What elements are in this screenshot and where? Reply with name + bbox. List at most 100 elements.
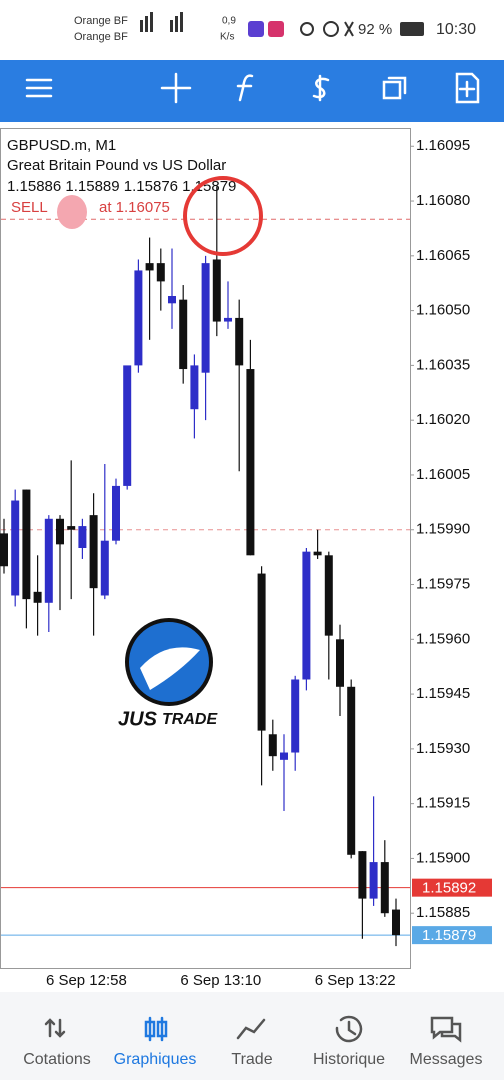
candle-body bbox=[392, 909, 400, 936]
candle-body bbox=[67, 526, 76, 530]
price-tag-label: 1.15892 bbox=[422, 880, 476, 897]
candle-body bbox=[22, 489, 31, 600]
plot bbox=[0, 145, 414, 947]
candle-body bbox=[78, 526, 87, 548]
y-tick-label: 1.16020 bbox=[416, 411, 470, 428]
nav-icon bbox=[236, 1018, 266, 1040]
y-tick-label: 1.15990 bbox=[416, 521, 470, 538]
order-side: SELL bbox=[11, 199, 48, 216]
watermark-text: JUS bbox=[118, 708, 158, 730]
candle-body bbox=[336, 639, 344, 687]
crosshair-button[interactable] bbox=[160, 72, 192, 104]
nav-label[interactable]: Messages bbox=[410, 1051, 483, 1068]
signal-icons bbox=[140, 12, 183, 32]
nav-icon bbox=[335, 1015, 363, 1043]
candle-body bbox=[56, 518, 64, 545]
candle-body bbox=[156, 263, 165, 282]
battery-text: 92 % bbox=[358, 21, 392, 38]
candle-body bbox=[324, 555, 333, 636]
redaction bbox=[57, 195, 87, 229]
candle-body bbox=[212, 259, 221, 322]
candle-body bbox=[280, 752, 288, 760]
candle-body bbox=[291, 679, 300, 753]
y-tick-label: 1.15945 bbox=[416, 685, 470, 702]
app-icon bbox=[268, 21, 284, 37]
nav-label[interactable]: Graphiques bbox=[114, 1051, 197, 1068]
y-tick-label: 1.15975 bbox=[416, 575, 470, 592]
y-tick-label: 1.16050 bbox=[416, 302, 470, 319]
x-tick-label: 6 Sep 12:58 bbox=[46, 972, 127, 989]
symbol-description: Great Britain Pound vs US Dollar bbox=[7, 157, 226, 174]
bottom-nav bbox=[0, 992, 504, 1080]
candle-body bbox=[224, 317, 232, 322]
y-tick-label: 1.15930 bbox=[416, 740, 470, 757]
y-tick-label: 1.16005 bbox=[416, 466, 470, 483]
carrier: Orange BF bbox=[74, 15, 128, 27]
windows-button[interactable] bbox=[382, 76, 407, 100]
candle-body bbox=[268, 734, 277, 757]
y-tick-label: 1.15900 bbox=[416, 849, 470, 866]
candle-body bbox=[33, 591, 42, 603]
price-tag-label: 1.15879 bbox=[422, 927, 476, 944]
app-icon bbox=[248, 21, 264, 37]
x-tick-label: 6 Sep 13:10 bbox=[180, 972, 261, 989]
candle-body bbox=[89, 515, 98, 589]
candle-body bbox=[11, 500, 20, 596]
toolbar bbox=[0, 60, 504, 122]
candle-body bbox=[44, 518, 53, 603]
candle-body bbox=[369, 862, 378, 899]
battery-icon bbox=[400, 22, 424, 36]
nav-icon bbox=[144, 1016, 168, 1042]
candle-body bbox=[134, 270, 143, 366]
y-tick-label: 1.15960 bbox=[416, 630, 470, 647]
price-tag bbox=[412, 878, 492, 897]
nav-label[interactable]: Historique bbox=[313, 1051, 385, 1068]
nav-icon bbox=[44, 1018, 66, 1038]
candle-body bbox=[201, 263, 210, 373]
nav-items: Cotations Graphiques Trade Historique Messag… bbox=[23, 1015, 483, 1068]
y-tick-label: 1.15915 bbox=[416, 795, 470, 812]
y-tick-label: 1.16095 bbox=[416, 137, 470, 154]
candle-body bbox=[168, 296, 176, 304]
candle-body bbox=[235, 317, 244, 366]
candle-body bbox=[302, 551, 311, 680]
price-tag bbox=[412, 926, 492, 945]
y-tick-label: 1.16065 bbox=[416, 247, 470, 264]
alarm-icon bbox=[323, 21, 339, 37]
candle-body bbox=[112, 485, 120, 541]
eye-icon bbox=[300, 22, 314, 36]
menu-button[interactable] bbox=[25, 78, 53, 98]
new-order-button[interactable] bbox=[455, 72, 480, 104]
candle-body bbox=[358, 851, 367, 899]
candle-body bbox=[145, 263, 154, 271]
candle-body bbox=[190, 365, 199, 410]
symbol: GBPUSD.m, M1 bbox=[7, 137, 116, 154]
net-speed-unit: K/s bbox=[220, 32, 234, 43]
nav-label[interactable]: Trade bbox=[231, 1051, 272, 1068]
x-tick-label: 6 Sep 13:22 bbox=[315, 972, 396, 989]
y-tick-label: 1.15885 bbox=[416, 904, 470, 921]
net-speed: 0,9 bbox=[222, 16, 236, 27]
candle-body bbox=[0, 533, 8, 567]
y-tick-label: 1.16035 bbox=[416, 356, 470, 373]
candle-body bbox=[257, 573, 266, 731]
indicators-button[interactable] bbox=[236, 74, 254, 102]
watermark: JUS TRADE bbox=[118, 618, 218, 730]
candle-body bbox=[347, 686, 356, 855]
nav-label[interactable]: Cotations bbox=[23, 1051, 91, 1068]
ohlc: 1.15886 1.15889 1.15876 1.15879 bbox=[7, 178, 236, 195]
candle-body bbox=[246, 369, 255, 556]
clock: 10:30 bbox=[436, 21, 476, 38]
candle-body bbox=[380, 862, 389, 914]
trade-button[interactable] bbox=[312, 74, 330, 102]
nav-icon bbox=[430, 1016, 462, 1043]
candle-body bbox=[123, 365, 132, 486]
candle-body bbox=[179, 299, 188, 370]
y-tick-label: 1.16080 bbox=[416, 192, 470, 209]
order-price: at 1.16075 bbox=[99, 199, 170, 216]
watermark-text: TRADE bbox=[162, 711, 218, 728]
candle-body bbox=[313, 551, 322, 556]
carrier: Orange BF bbox=[74, 31, 128, 43]
bluetooth-icon bbox=[344, 21, 354, 37]
